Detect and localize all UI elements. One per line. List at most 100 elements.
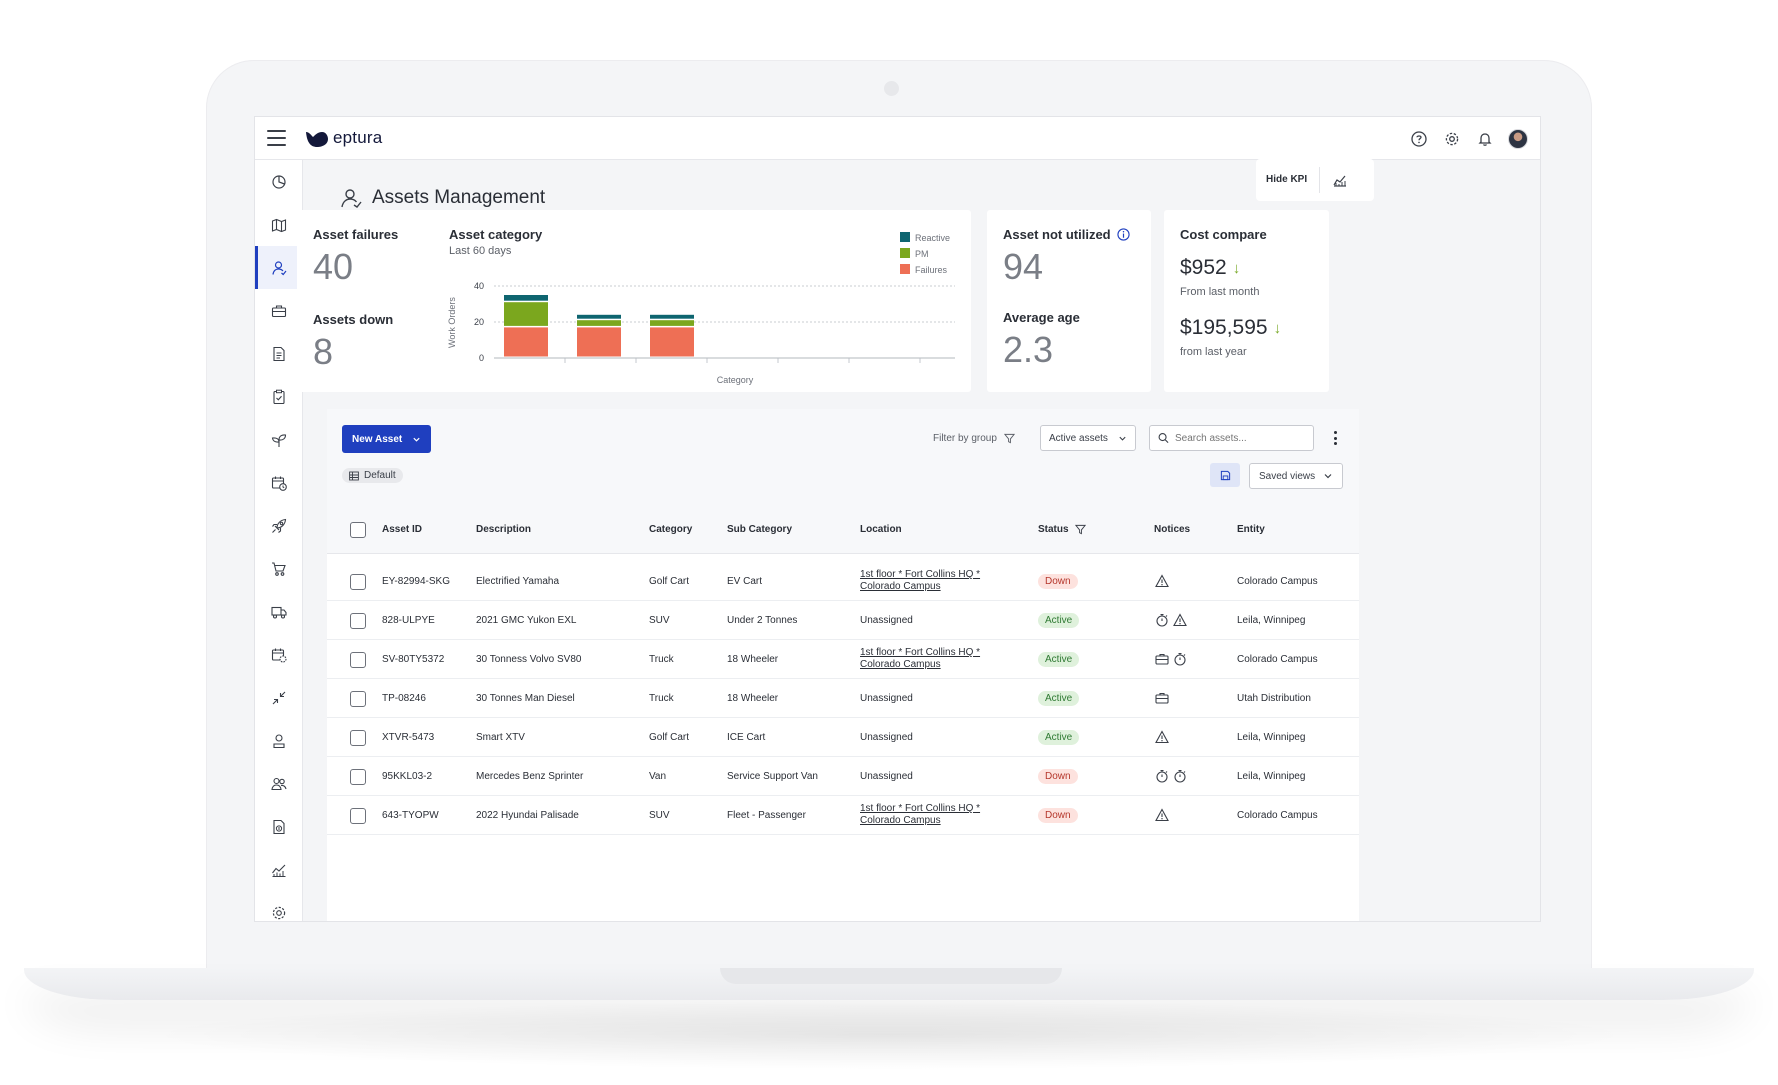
row-checkbox[interactable] xyxy=(350,769,366,785)
table-row[interactable]: TP-08246 30 Tonnes Man Diesel Truck 18 Whee… xyxy=(327,679,1359,718)
sidebar-item-dashboard[interactable] xyxy=(255,160,303,203)
new-asset-button[interactable]: New Asset xyxy=(342,425,432,453)
row-checkbox[interactable] xyxy=(350,652,366,668)
location-link[interactable]: 1st floor * Fort Collins HQ * Colorado Ca… xyxy=(860,647,980,671)
sidebar-item-cart[interactable] xyxy=(255,547,303,590)
kpi-utilization-card: Asset not utilized 94 Average age 2.3 xyxy=(987,210,1151,392)
toolbox-icon[interactable] xyxy=(1155,691,1169,705)
column-header[interactable]: Status xyxy=(1038,524,1069,535)
stopwatch-icon[interactable] xyxy=(1155,769,1169,783)
sidebar-item-rocket[interactable] xyxy=(255,504,303,547)
filter-icon[interactable] xyxy=(1074,524,1086,535)
menu-icon[interactable] xyxy=(267,130,286,146)
column-header[interactable]: Entity xyxy=(1237,524,1265,535)
sidebar-item-assets-person[interactable] xyxy=(255,246,303,289)
asset-id-cell[interactable]: 828-ULPYE xyxy=(382,615,435,626)
warning-icon[interactable] xyxy=(1155,730,1169,744)
chart-line-icon xyxy=(272,864,286,877)
asset-id-cell[interactable]: SV-80TY5372 xyxy=(382,654,445,665)
sidebar-item-document[interactable] xyxy=(255,332,303,375)
sidebar-item-settings[interactable] xyxy=(255,891,303,921)
asset-id-cell[interactable]: 643-TYOPW xyxy=(382,810,439,821)
sidebar-item-collapse-arrows[interactable] xyxy=(255,676,303,719)
table-row[interactable]: 95KKL03-2 Mercedes Benz Sprinter Van Servic… xyxy=(327,757,1359,796)
toolbox-icon[interactable] xyxy=(1155,652,1169,666)
sidebar-item-map[interactable] xyxy=(255,203,303,246)
location-link[interactable]: 1st floor * Fort Collins HQ * Colorado Ca… xyxy=(860,803,980,827)
select-all-checkbox[interactable] xyxy=(350,522,366,538)
sidebar-item-file-dollar[interactable] xyxy=(255,805,303,848)
column-header[interactable]: Sub Category xyxy=(727,524,793,535)
table-header: Asset ID Description Category Sub Catego… xyxy=(327,504,1359,554)
search-input[interactable] xyxy=(1175,432,1305,444)
sidebar-item-clipboard-check[interactable] xyxy=(255,375,303,418)
sub-category-cell: EV Cart xyxy=(727,576,763,587)
laptop-base-notch xyxy=(720,968,1062,984)
warning-icon[interactable] xyxy=(1155,808,1169,822)
warning-icon[interactable] xyxy=(1155,574,1169,588)
asset-id-cell[interactable]: XTVR-5473 xyxy=(382,732,435,743)
sidebar-item-toolbox[interactable] xyxy=(255,289,303,332)
column-header[interactable]: Notices xyxy=(1154,524,1191,535)
sidebar-item-users[interactable] xyxy=(255,762,303,805)
location-link[interactable]: 1st floor * Fort Collins HQ * Colorado Ca… xyxy=(860,569,980,593)
y-tick-label: 0 xyxy=(479,353,484,363)
sidebar-item-chart-line[interactable] xyxy=(255,848,303,891)
asset-id-cell[interactable]: 95KKL03-2 xyxy=(382,771,433,782)
avatar[interactable] xyxy=(1508,129,1528,149)
row-checkbox[interactable] xyxy=(350,613,366,629)
row-checkbox[interactable] xyxy=(350,574,366,590)
hide-kpi-button[interactable]: Hide KPI xyxy=(1256,167,1321,193)
asset-id-cell[interactable]: EY-82994-SKG xyxy=(382,576,451,587)
column-header[interactable]: Location xyxy=(860,524,902,535)
row-checkbox[interactable] xyxy=(350,691,366,707)
side-nav xyxy=(255,160,303,921)
search-box xyxy=(1149,425,1314,451)
default-view-chip[interactable]: Default xyxy=(342,468,403,483)
location-cell: Unassigned xyxy=(860,732,913,743)
users-icon xyxy=(271,777,287,790)
asset-id-cell[interactable]: TP-08246 xyxy=(382,693,426,704)
cost-month-value: $952 xyxy=(1180,256,1227,279)
table-row[interactable]: XTVR-5473 Smart XTV Golf Cart ICE Cart Unass… xyxy=(327,718,1359,757)
stopwatch-icon[interactable] xyxy=(1173,769,1187,783)
table-row[interactable]: 643-TYOPW 2022 Hyundai Palisade SUV Fleet -… xyxy=(327,796,1359,835)
active-assets-select[interactable]: Active assets xyxy=(1040,425,1136,451)
sidebar-item-calendar-clock[interactable] xyxy=(255,461,303,504)
table-row[interactable]: EY-82994-SKG Electrified Yamaha Golf Cart E… xyxy=(327,562,1359,601)
saved-views-select[interactable]: Saved views xyxy=(1249,463,1343,489)
sidebar-item-truck[interactable] xyxy=(255,590,303,633)
app-logo[interactable]: eptura xyxy=(305,128,382,148)
column-header[interactable]: Description xyxy=(476,524,532,535)
filter-by-group[interactable]: Filter by group xyxy=(933,433,1015,444)
assets-down-label: Assets down xyxy=(313,312,394,327)
sub-category-cell: 18 Wheeler xyxy=(727,693,779,704)
location-line: 1st floor * Fort Collins HQ * xyxy=(860,803,981,814)
row-checkbox[interactable] xyxy=(350,730,366,746)
table-row[interactable]: 828-ULPYE 2021 GMC Yukon EXL SUV Under 2 To… xyxy=(327,601,1359,640)
status-badge: Down xyxy=(1038,808,1078,823)
save-view-button[interactable] xyxy=(1210,463,1240,487)
help-icon[interactable] xyxy=(1409,130,1428,149)
row-checkbox[interactable] xyxy=(350,808,366,824)
asset-not-utilized-label: Asset not utilized xyxy=(1003,227,1111,242)
stopwatch-icon[interactable] xyxy=(1173,652,1187,666)
sidebar-item-calendar-gear[interactable] xyxy=(255,633,303,676)
new-asset-label: New Asset xyxy=(352,433,403,445)
filter-label: Filter by group xyxy=(933,433,997,444)
sidebar-item-user-badge[interactable] xyxy=(255,719,303,762)
table-row[interactable]: SV-80TY5372 30 Tonness Volvo SV80 Truck 18 … xyxy=(327,640,1359,679)
sidebar-item-sprout[interactable] xyxy=(255,418,303,461)
chart-view-icon[interactable] xyxy=(1332,172,1348,188)
column-header[interactable]: Asset ID xyxy=(382,524,423,535)
info-icon[interactable] xyxy=(1116,228,1130,241)
stopwatch-icon[interactable] xyxy=(1155,613,1169,627)
bell-icon[interactable] xyxy=(1475,130,1494,149)
warning-icon[interactable] xyxy=(1173,613,1187,627)
more-options-icon[interactable] xyxy=(1330,429,1340,447)
entity-cell: Colorado Campus xyxy=(1237,654,1318,665)
category-cell: Golf Cart xyxy=(649,576,690,587)
bar-segment xyxy=(650,327,694,357)
column-header[interactable]: Category xyxy=(649,524,693,535)
gear-icon[interactable] xyxy=(1442,130,1461,149)
